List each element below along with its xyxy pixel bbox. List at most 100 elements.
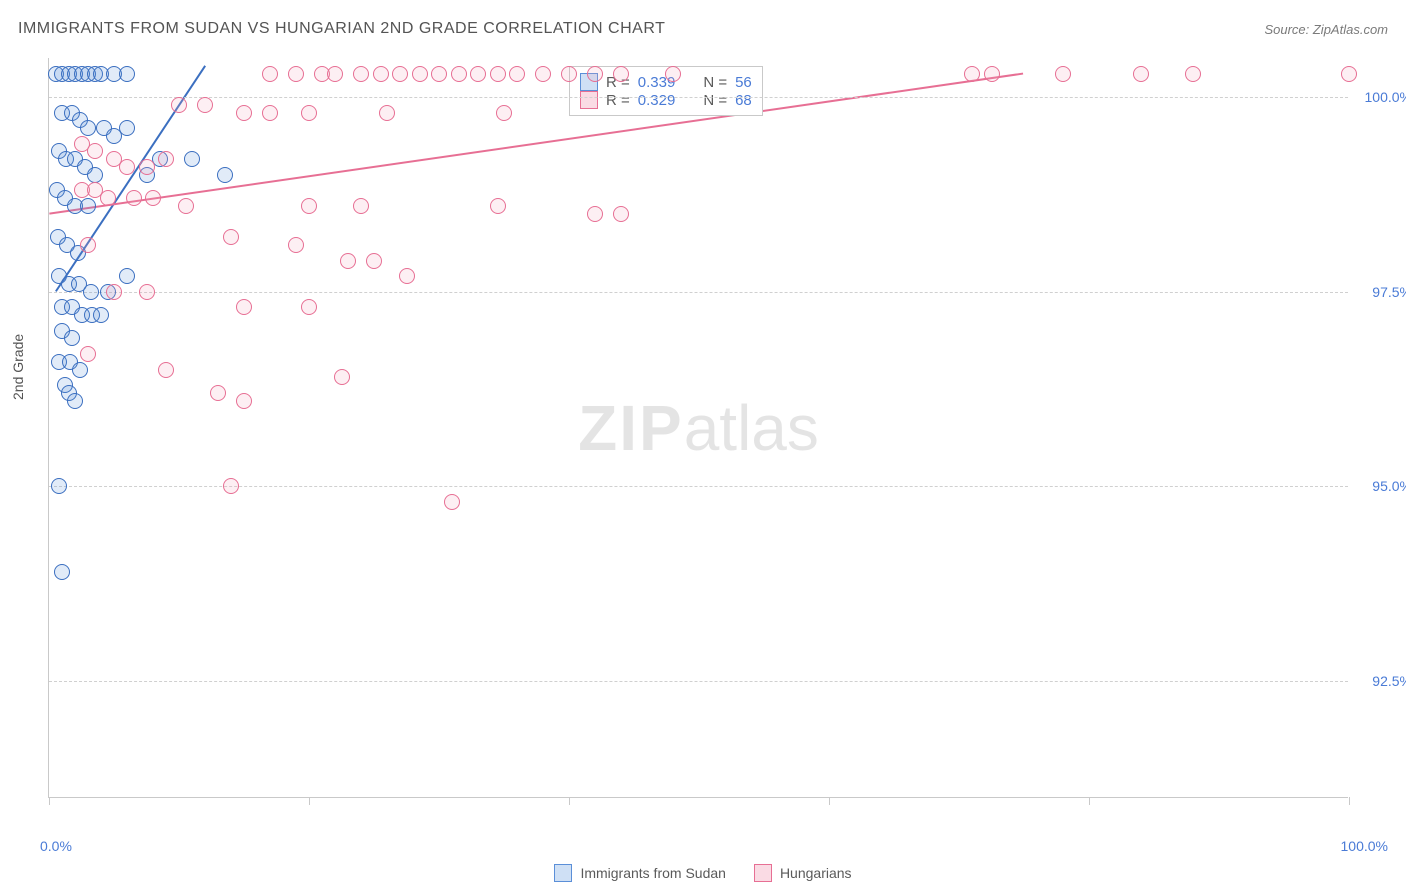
data-point [126, 190, 142, 206]
data-point [119, 120, 135, 136]
data-point [587, 206, 603, 222]
data-point [1341, 66, 1357, 82]
x-tick-left: 0.0% [40, 838, 72, 854]
n-value: 68 [735, 92, 752, 109]
data-point [399, 268, 415, 284]
chart-title: IMMIGRANTS FROM SUDAN VS HUNGARIAN 2ND G… [18, 20, 665, 38]
watermark-atlas: atlas [684, 392, 819, 464]
data-point [210, 385, 226, 401]
legend-swatch [554, 864, 572, 882]
data-point [119, 159, 135, 175]
trend-lines [49, 58, 1348, 797]
x-tick [1089, 797, 1090, 805]
data-point [139, 159, 155, 175]
data-point [217, 167, 233, 183]
r-label: R = [606, 92, 630, 109]
stats-row: R = 0.329 N = 68 [580, 91, 752, 109]
data-point [262, 105, 278, 121]
data-point [64, 330, 80, 346]
data-point [87, 143, 103, 159]
gridline [49, 486, 1348, 487]
data-point [470, 66, 486, 82]
legend-swatch [580, 91, 598, 109]
data-point [373, 66, 389, 82]
n-label: N = [703, 92, 727, 109]
gridline [49, 681, 1348, 682]
watermark: ZIPatlas [578, 391, 819, 465]
n-value: 56 [735, 74, 752, 91]
legend: Immigrants from Sudan Hungarians [0, 864, 1406, 882]
y-axis-label: 2nd Grade [10, 334, 26, 400]
data-point [80, 120, 96, 136]
data-point [223, 229, 239, 245]
data-point [178, 198, 194, 214]
y-tick-label: 92.5% [1372, 673, 1406, 689]
data-point [379, 105, 395, 121]
legend-swatch [754, 864, 772, 882]
data-point [301, 105, 317, 121]
data-point [288, 237, 304, 253]
legend-item: Immigrants from Sudan [554, 864, 726, 882]
data-point [262, 66, 278, 82]
data-point [236, 299, 252, 315]
data-point [223, 478, 239, 494]
data-point [984, 66, 1000, 82]
data-point [83, 284, 99, 300]
data-point [613, 66, 629, 82]
data-point [301, 198, 317, 214]
data-point [106, 284, 122, 300]
x-tick [569, 797, 570, 805]
x-tick [1349, 797, 1350, 805]
n-label: N = [703, 74, 727, 91]
data-point [587, 66, 603, 82]
data-point [496, 105, 512, 121]
data-point [72, 362, 88, 378]
data-point [145, 190, 161, 206]
y-tick-label: 97.5% [1372, 284, 1406, 300]
data-point [412, 66, 428, 82]
data-point [80, 237, 96, 253]
data-point [100, 190, 116, 206]
data-point [431, 66, 447, 82]
data-point [490, 66, 506, 82]
data-point [1185, 66, 1201, 82]
data-point [366, 253, 382, 269]
x-tick [309, 797, 310, 805]
data-point [54, 564, 70, 580]
data-point [1133, 66, 1149, 82]
data-point [87, 167, 103, 183]
data-point [171, 97, 187, 113]
y-tick-label: 95.0% [1372, 478, 1406, 494]
data-point [334, 369, 350, 385]
data-point [509, 66, 525, 82]
data-point [158, 362, 174, 378]
source-label: Source: ZipAtlas.com [1264, 22, 1388, 37]
data-point [158, 151, 174, 167]
data-point [392, 66, 408, 82]
plot-area: ZIPatlas R =0.339N =56R =0.329N =68 92.5… [48, 58, 1348, 798]
data-point [301, 299, 317, 315]
data-point [613, 206, 629, 222]
data-point [327, 66, 343, 82]
data-point [964, 66, 980, 82]
data-point [1055, 66, 1071, 82]
data-point [561, 66, 577, 82]
trend-line [49, 74, 1023, 214]
x-tick [829, 797, 830, 805]
data-point [51, 478, 67, 494]
data-point [444, 494, 460, 510]
x-tick [49, 797, 50, 805]
data-point [353, 198, 369, 214]
r-value: 0.329 [638, 92, 676, 109]
data-point [80, 346, 96, 362]
data-point [353, 66, 369, 82]
legend-item: Hungarians [754, 864, 852, 882]
data-point [119, 66, 135, 82]
gridline [49, 292, 1348, 293]
x-tick-right: 100.0% [1341, 838, 1388, 854]
y-tick-label: 100.0% [1365, 89, 1406, 105]
data-point [67, 393, 83, 409]
watermark-zip: ZIP [578, 392, 684, 464]
data-point [80, 198, 96, 214]
data-point [340, 253, 356, 269]
